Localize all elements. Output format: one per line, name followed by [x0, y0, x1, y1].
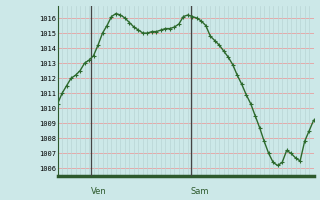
Text: Sam: Sam	[191, 187, 209, 196]
Text: Ven: Ven	[91, 187, 107, 196]
